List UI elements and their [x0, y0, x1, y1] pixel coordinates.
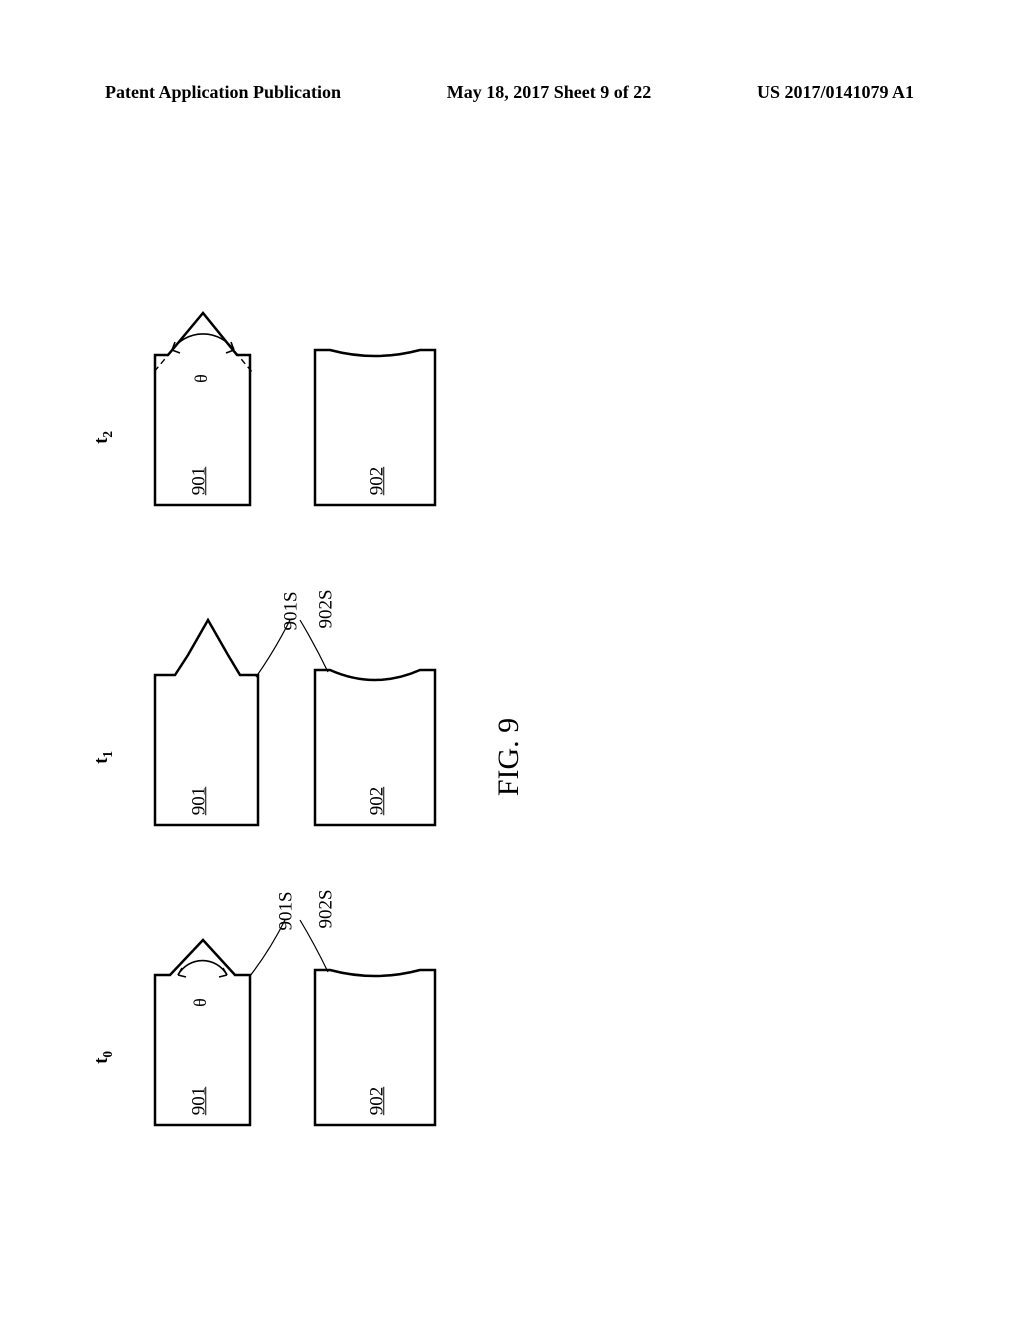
panel-t2-time-label: t2 [91, 431, 116, 444]
panel-t0-surf-902s: 902S [316, 889, 338, 928]
panel-t1-time-label: t1 [91, 751, 116, 764]
header-date-sheet: May 18, 2017 Sheet 9 of 22 [447, 82, 651, 103]
panel-t0-theta-arc [178, 961, 227, 975]
panel-t0-time-label: t0 [91, 1051, 116, 1064]
panel-t2-theta-arc [172, 334, 234, 350]
header-publication-type: Patent Application Publication [105, 82, 341, 103]
figure-svg [100, 200, 924, 1160]
panel-t0-ref-902: 902 [366, 1087, 388, 1116]
panel-t1-surf-902s: 902S [316, 589, 338, 628]
panel-t0-surf-901s: 901S [276, 891, 298, 930]
panel-t0-ref-901: 901 [188, 1087, 210, 1116]
panel-t0-theta: θ [190, 998, 211, 1007]
figure-9: FIG. 9 t0 901 902 901S 902S θ t1 901 902… [100, 200, 924, 1160]
panel-t2-ref-902: 902 [366, 467, 388, 496]
panel-t2-ref-901: 901 [188, 467, 210, 496]
panel-t1-surf-901s: 901S [281, 591, 303, 630]
panel-t1-ref-902: 902 [366, 787, 388, 816]
panel-t2-theta: θ [191, 374, 212, 383]
panel-t1-ref-901: 901 [188, 787, 210, 816]
figure-caption: FIG. 9 [492, 718, 526, 796]
header-publication-number: US 2017/0141079 A1 [757, 82, 914, 103]
page-header: Patent Application Publication May 18, 2… [105, 82, 914, 103]
